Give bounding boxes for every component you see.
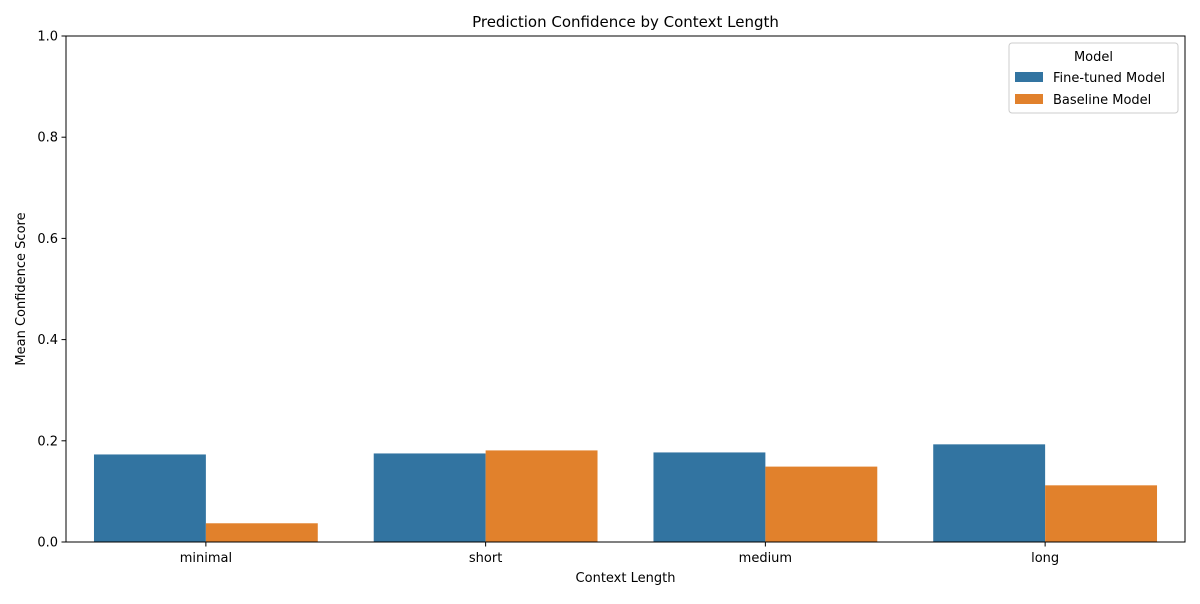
bar-baseline-model-minimal <box>205 523 318 542</box>
legend-title: Model <box>1074 50 1113 65</box>
legend-items: Fine-tuned Model Baseline Model <box>1015 71 1165 108</box>
bar-fine-tuned-model-minimal <box>93 454 206 542</box>
bar-baseline-model-short <box>485 450 598 542</box>
bar-baseline-model-medium <box>765 466 878 542</box>
x-tick-label: medium <box>739 551 792 566</box>
bar-fine-tuned-model-medium <box>653 452 766 542</box>
y-tick-label: 0.6 <box>37 232 58 247</box>
bar-baseline-model-long <box>1045 485 1158 542</box>
y-axis-label: Mean Confidence Score <box>14 212 29 365</box>
bar-fine-tuned-model-long <box>933 444 1046 542</box>
legend-label: Fine-tuned Model <box>1053 71 1165 86</box>
y-tick-label: 0.2 <box>37 434 58 449</box>
legend-box <box>1008 42 1179 114</box>
y-tick-label: 0.4 <box>37 333 58 348</box>
y-tick-label: 0.0 <box>37 536 58 551</box>
x-tick-label: short <box>469 551 502 566</box>
plot-frame <box>65 35 1186 543</box>
legend-swatch <box>1015 94 1043 104</box>
legend: Model Fine-tuned Model Baseline Model <box>1008 42 1179 114</box>
bars-group <box>93 444 1158 542</box>
bar-fine-tuned-model-short <box>373 453 486 542</box>
chart-title: Prediction Confidence by Context Length <box>472 13 779 31</box>
y-tick-label: 0.8 <box>37 131 58 146</box>
x-axis-ticks: minimal short medium long <box>180 542 1059 566</box>
x-tick-label: long <box>1031 551 1059 566</box>
legend-swatch <box>1015 72 1043 82</box>
x-axis-label: Context Length <box>576 571 676 586</box>
x-tick-label: minimal <box>180 551 232 566</box>
y-tick-label: 1.0 <box>37 30 58 45</box>
legend-label: Baseline Model <box>1053 93 1151 108</box>
y-axis-ticks: 0.0 0.2 0.4 0.6 0.8 1.0 <box>37 30 66 551</box>
